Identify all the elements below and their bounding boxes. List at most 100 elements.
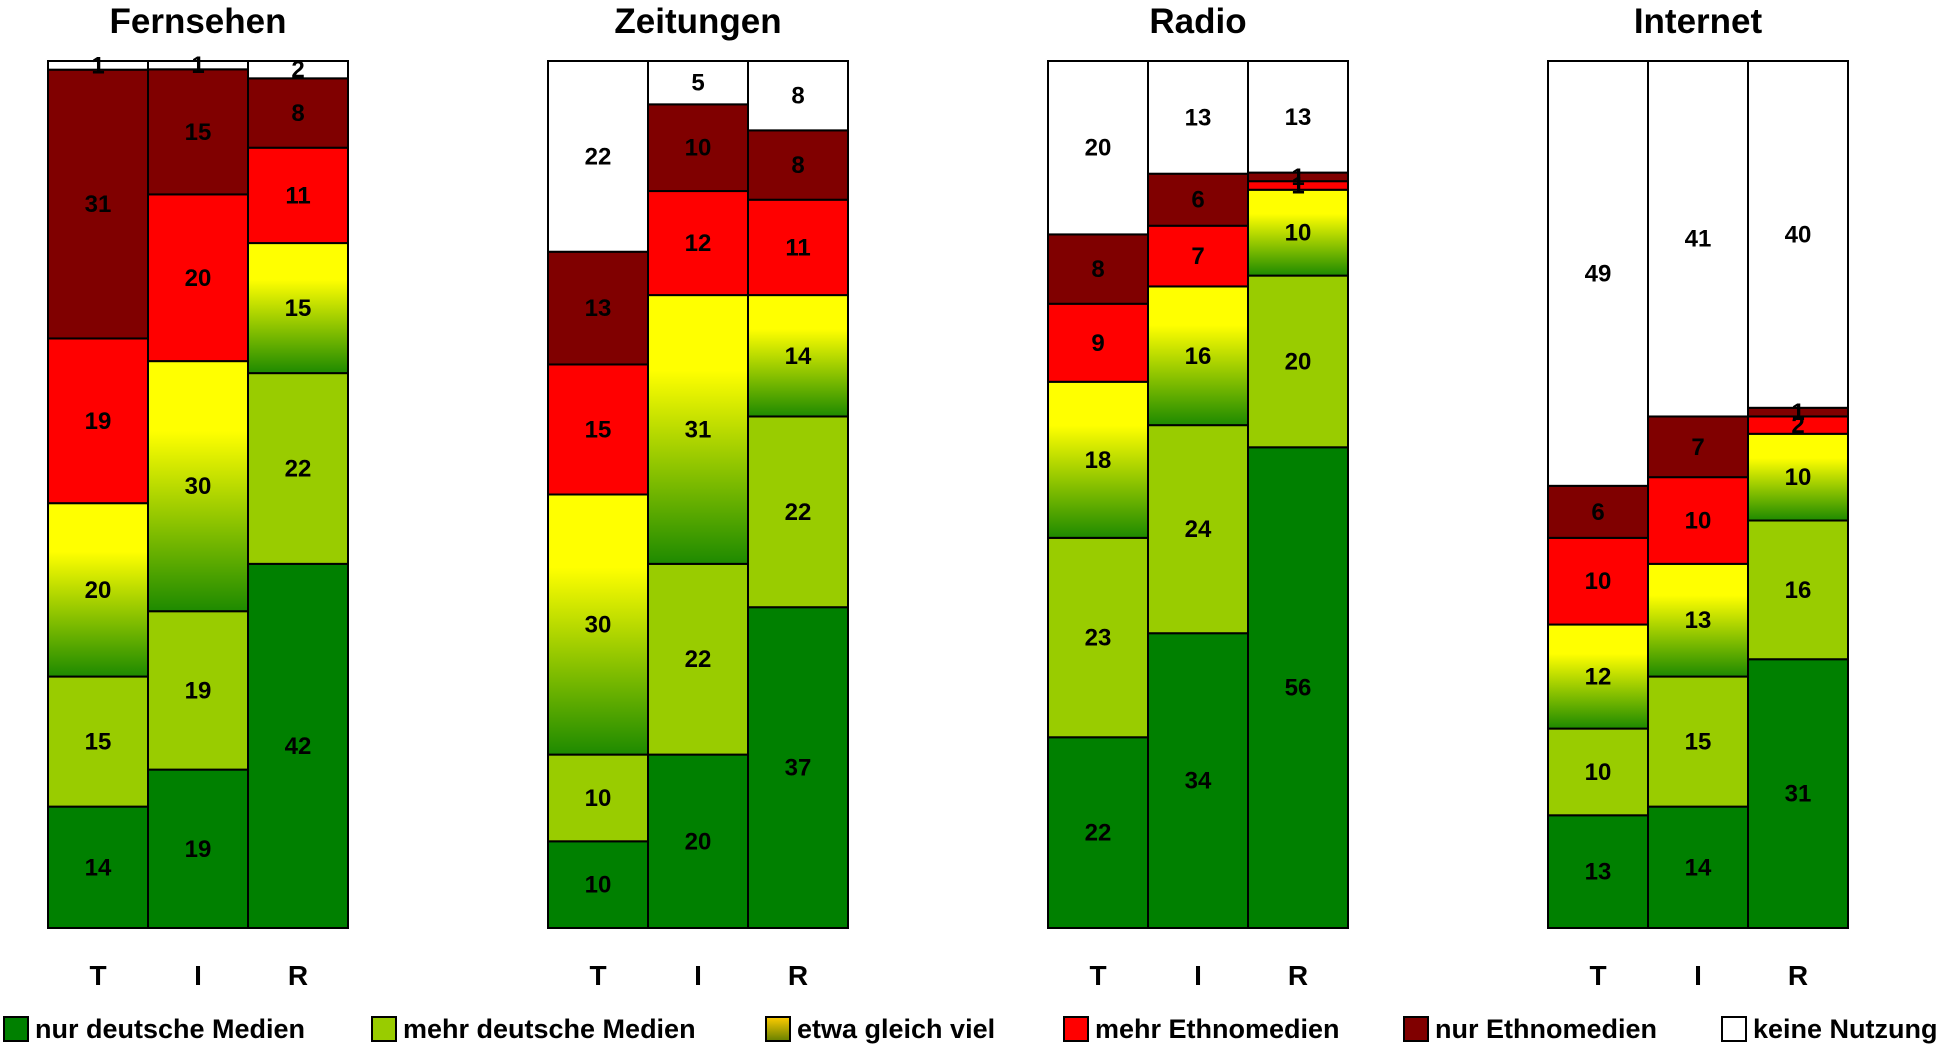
panel-internet: Internet 13 10 12 10 6 49 T 14 15 13 10 7 41 I 31 16 10 21… xyxy=(1547,2,1849,991)
panel-fernsehen: Fernsehen 14 15 20 19 31 1 T 19 19 30 20 15 1 I 42 22 15 1… xyxy=(47,2,349,991)
bar-segment-mehr-ethno xyxy=(1047,302,1149,383)
x-tick-label: R xyxy=(788,960,808,991)
data-label: 40 xyxy=(1785,221,1812,248)
data-label: 10 xyxy=(1785,464,1812,491)
data-label: 30 xyxy=(585,612,612,639)
panel-title: Zeitungen xyxy=(614,2,781,41)
data-label: 12 xyxy=(685,230,712,257)
bar-segment-nur-ethno xyxy=(547,250,649,366)
data-label: 11 xyxy=(285,182,310,209)
data-label: 37 xyxy=(785,755,812,782)
bar-segment-mehr-deutsch xyxy=(147,610,249,771)
data-label: 16 xyxy=(1785,577,1812,604)
legend-label: mehr Ethnomedien xyxy=(1095,1014,1340,1044)
legend-entry-nur-deutsch: nur deutsche Medien xyxy=(3,1014,305,1044)
data-label: 1 xyxy=(1291,164,1304,191)
data-label: 6 xyxy=(1591,499,1604,526)
bar-segment-mehr-deutsch xyxy=(1147,424,1249,635)
panel-zeitungen: Zeitungen 10 10 30 15 13 22 T 20 22 31 12 10 5 I 37 22 14… xyxy=(547,2,849,991)
bar-segment-gleich xyxy=(747,294,849,418)
bar-segment-keine xyxy=(1147,60,1249,175)
bar-segment-mehr-ethno xyxy=(547,363,649,496)
bar-segment-nur-deutsch xyxy=(1147,632,1249,929)
bar-segment-nur-ethno xyxy=(147,68,249,196)
data-label: 19 xyxy=(185,836,212,863)
data-label: 13 xyxy=(1585,859,1612,886)
data-label: 1 xyxy=(1291,172,1304,199)
legend-label: keine Nutzung xyxy=(1753,1014,1938,1044)
bar-segment-mehr-ethno xyxy=(747,198,849,297)
legend-entry-mehr-ethno: mehr Ethnomedien xyxy=(1063,1014,1340,1044)
bar-segment-mehr-ethno xyxy=(647,190,749,297)
data-label: 15 xyxy=(85,729,112,756)
data-label: 14 xyxy=(1685,854,1712,881)
legend-swatch xyxy=(1721,1016,1747,1042)
x-tick-label: I xyxy=(194,960,202,991)
bar-segment-nur-ethno xyxy=(1647,415,1749,479)
bar-segment-nur-deutsch xyxy=(47,805,149,929)
data-label: 20 xyxy=(185,265,212,292)
bar-segment-nur-deutsch xyxy=(1047,736,1149,930)
data-label: 22 xyxy=(285,455,312,482)
data-label: 13 xyxy=(1285,104,1312,131)
x-tick-label: R xyxy=(1288,960,1308,991)
x-tick-label: I xyxy=(1194,960,1202,991)
data-label: 20 xyxy=(1285,348,1312,375)
bar-segment-nur-ethno xyxy=(1547,484,1649,539)
x-tick-label: T xyxy=(589,960,606,991)
legend: nur deutsche Medien mehr deutsche Medien e… xyxy=(3,1014,1938,1044)
x-tick-label: R xyxy=(288,960,308,991)
data-label: 8 xyxy=(791,152,804,179)
data-label: 56 xyxy=(1285,675,1312,702)
bar-segment-keine xyxy=(1047,60,1149,236)
x-tick-label: I xyxy=(694,960,702,991)
data-label: 22 xyxy=(785,499,812,526)
panel-title: Fernsehen xyxy=(110,2,287,41)
data-label: 1 xyxy=(91,52,104,79)
data-label: 8 xyxy=(291,100,304,127)
data-label: 34 xyxy=(1185,768,1212,795)
legend-swatch xyxy=(3,1016,29,1042)
data-label: 10 xyxy=(585,785,612,812)
data-label: 31 xyxy=(685,416,712,443)
bar-segment-mehr-ethno xyxy=(1147,224,1249,288)
bar-segment-nur-ethno xyxy=(47,68,149,340)
data-label: 8 xyxy=(1091,256,1104,283)
data-label: 2 xyxy=(1791,412,1804,439)
data-label: 18 xyxy=(1085,447,1112,474)
data-label: 41 xyxy=(1685,226,1712,253)
bar-segment-mehr-deutsch xyxy=(647,562,749,756)
bar-segment-nur-deutsch xyxy=(647,753,749,929)
bar-segment-mehr-ethno xyxy=(1647,476,1749,565)
legend-label: etwa gleich viel xyxy=(797,1014,995,1044)
bar-segment-keine xyxy=(747,60,849,132)
bar-segment-nur-ethno xyxy=(1047,233,1149,305)
data-label: 20 xyxy=(685,828,712,855)
bar-segment-mehr-deutsch xyxy=(1647,675,1749,808)
data-label: 22 xyxy=(585,143,612,170)
bar-segment-mehr-deutsch xyxy=(1747,519,1849,661)
legend-entry-gleich: etwa gleich viel xyxy=(765,1014,995,1044)
bar-segment-mehr-deutsch xyxy=(247,372,349,565)
bar-segment-mehr-ethno xyxy=(247,146,349,245)
bar-segment-nur-deutsch xyxy=(747,606,849,930)
data-label: 10 xyxy=(1585,568,1612,595)
legend-entry-keine: keine Nutzung xyxy=(1721,1014,1938,1044)
data-label: 10 xyxy=(1285,220,1312,247)
data-label: 14 xyxy=(85,854,112,881)
data-label: 13 xyxy=(585,295,612,322)
data-label: 16 xyxy=(1185,343,1212,370)
data-label: 22 xyxy=(1085,820,1112,847)
data-label: 15 xyxy=(1685,729,1712,756)
data-label: 23 xyxy=(1085,625,1112,652)
data-label: 14 xyxy=(785,343,812,370)
data-label: 1 xyxy=(1791,399,1804,426)
data-label: 15 xyxy=(285,295,312,322)
data-label: 10 xyxy=(685,135,712,162)
data-label: 20 xyxy=(1085,135,1112,162)
panel-radio: Radio 22 23 18 9 8 20 T 34 24 16 7 6 13 I 56 20 10 11 13 R xyxy=(1047,2,1349,991)
legend-label: nur deutsche Medien xyxy=(35,1014,305,1044)
bar-segment-mehr-deutsch xyxy=(47,675,149,808)
legend-swatch xyxy=(1403,1016,1429,1042)
x-tick-label: I xyxy=(1694,960,1702,991)
